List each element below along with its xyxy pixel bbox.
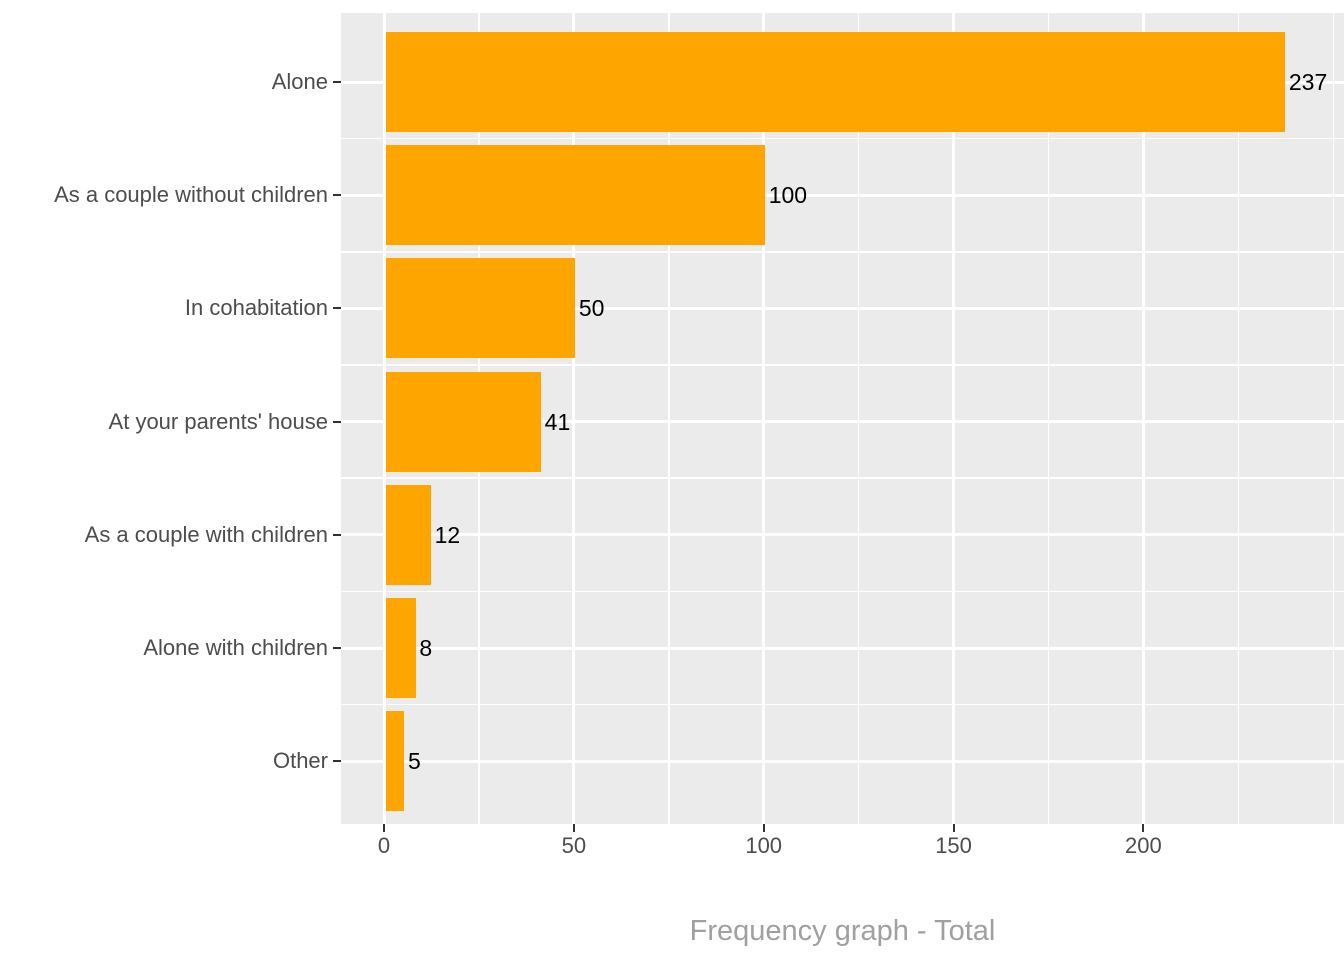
x-tick-mark (952, 824, 955, 832)
y-tick-mark (333, 81, 341, 83)
category-label: Other (272, 748, 328, 774)
gridline-minor-horizontal (341, 364, 1344, 366)
y-tick-mark (333, 533, 341, 536)
gridline-major-vertical (762, 13, 766, 824)
x-axis-title: Frequency graph - Total (689, 915, 996, 947)
y-tick-mark (333, 307, 341, 310)
bar (385, 371, 542, 472)
x-tick-label: 200 (1125, 833, 1162, 858)
gridline-minor-vertical (1237, 13, 1240, 824)
category-label: As a couple without children (54, 182, 328, 208)
x-tick-label: 150 (935, 833, 972, 858)
bar (385, 484, 432, 585)
category-label: As a couple with children (84, 521, 328, 547)
category-label: At your parents' house (108, 408, 328, 434)
gridline-major-vertical (1141, 13, 1145, 824)
x-tick-mark (1142, 824, 1145, 832)
gridline-major-horizontal (341, 193, 1344, 197)
plot-panel: 237 100 50 41 12 8 5 (341, 13, 1344, 824)
x-tick-mark (383, 824, 385, 832)
bar (385, 145, 766, 246)
x-tick-label: 50 (561, 833, 587, 858)
value-label: 50 (578, 295, 605, 322)
value-label: 237 (1288, 69, 1328, 95)
value-label: 5 (407, 748, 421, 775)
bar (385, 258, 576, 359)
category-label: In cohabitation (184, 295, 328, 321)
gridline-major-vertical (952, 13, 956, 824)
gridline-minor-horizontal (341, 477, 1344, 479)
x-tick-label: 0 (377, 833, 391, 858)
x-tick-label: 100 (745, 833, 783, 858)
gridline-major-vertical (572, 13, 576, 824)
gridline-minor-vertical (1047, 13, 1050, 824)
category-label: Alone (271, 69, 328, 94)
gridline-minor-horizontal (341, 137, 1344, 140)
gridline-minor-horizontal (341, 590, 1344, 593)
value-label: 100 (768, 182, 808, 209)
value-label: 8 (419, 635, 433, 661)
bar (385, 598, 416, 698)
gridline-minor-horizontal (341, 703, 1344, 706)
value-label: 41 (544, 408, 571, 435)
x-tick-mark (762, 824, 765, 832)
gridline-major-horizontal (341, 306, 1344, 310)
gridline-minor-horizontal (341, 251, 1344, 253)
gridline-major-horizontal (341, 646, 1344, 650)
gridline-major-horizontal (341, 759, 1344, 763)
gridline-minor-vertical (1332, 13, 1334, 824)
gridline-minor-vertical (857, 13, 860, 824)
y-tick-mark (333, 194, 341, 197)
gridline-major-horizontal (341, 420, 1344, 424)
bar (385, 711, 405, 812)
value-label: 12 (434, 521, 461, 548)
gridline-major-horizontal (341, 533, 1344, 537)
y-tick-mark (333, 420, 341, 423)
gridline-major-vertical (382, 13, 386, 824)
y-tick-mark (333, 760, 341, 763)
x-tick-mark (572, 824, 575, 832)
gridline-minor-vertical (668, 13, 670, 824)
category-label: Alone with children (143, 635, 328, 660)
bar (385, 32, 1286, 132)
y-tick-mark (333, 647, 341, 649)
